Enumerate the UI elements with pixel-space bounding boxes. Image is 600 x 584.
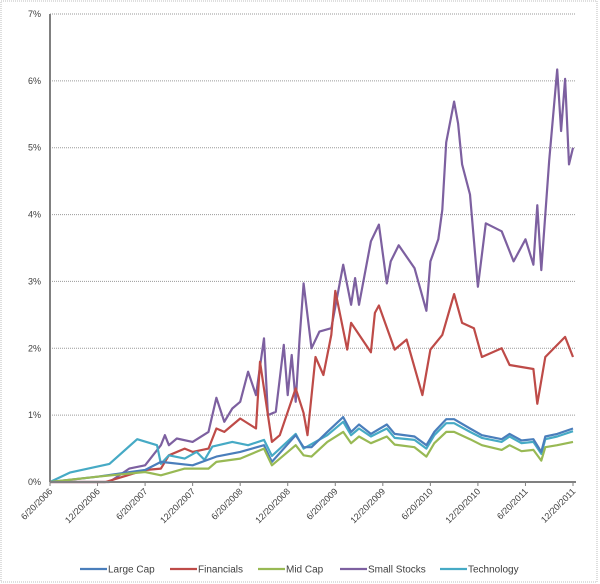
- legend-label: Mid Cap: [286, 565, 324, 576]
- legend-item: Technology: [440, 565, 519, 576]
- y-axis-ticks: 0% 1% 2% 3% 4% 5% 6% 7%: [28, 9, 41, 487]
- y-tick-label: 1%: [28, 410, 41, 420]
- y-tick-label: 6%: [28, 76, 41, 86]
- legend: Large Cap Financials Mid Cap Small Stocks Te…: [80, 565, 519, 576]
- legend-label: Technology: [468, 565, 519, 576]
- y-tick-label: 4%: [28, 210, 41, 220]
- series-line-mid-cap: [49, 430, 574, 484]
- legend-item: Large Cap: [80, 565, 155, 576]
- series-line-technology: [49, 420, 574, 483]
- y-tick-label: 0%: [28, 477, 41, 487]
- y-tick-label: 2%: [28, 343, 41, 353]
- y-tick-label: 5%: [28, 143, 41, 153]
- y-tick-label: 3%: [28, 276, 41, 286]
- series-line-large-cap: [49, 416, 574, 484]
- series-line-financials: [50, 289, 575, 484]
- axes: [49, 14, 576, 483]
- legend-item: Financials: [170, 565, 243, 576]
- legend-item: Mid Cap: [258, 565, 324, 576]
- legend-label: Large Cap: [108, 565, 155, 576]
- gridlines: [50, 13, 576, 416]
- series-lines: [49, 68, 575, 484]
- y-tick-label: 7%: [28, 9, 41, 19]
- legend-label: Small Stocks: [368, 565, 426, 576]
- legend-label: Financials: [198, 565, 243, 576]
- legend-item: Small Stocks: [340, 565, 426, 576]
- series-line-small-stocks: [50, 68, 575, 484]
